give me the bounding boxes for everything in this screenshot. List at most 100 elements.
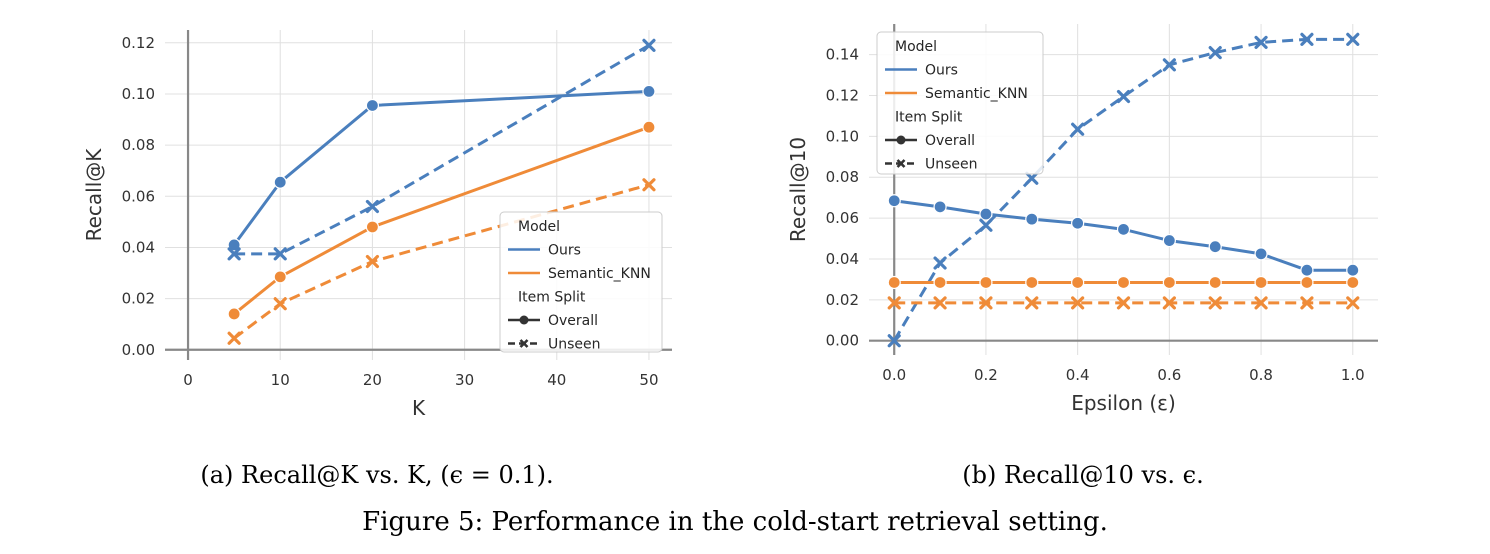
data-point-semantic_knn-unseen — [979, 296, 993, 310]
legend-box — [876, 31, 1044, 175]
series-line-semantic_knn-unseen — [233, 183, 650, 340]
series-line-ours-overall — [232, 89, 650, 246]
x-tick-label: 20 — [363, 371, 382, 389]
data-point-ours-unseen — [1300, 32, 1314, 46]
y-tick-label: 0.10 — [826, 127, 859, 145]
data-point-semantic_knn-unseen — [273, 297, 287, 311]
data-point-semantic_knn-unseen — [887, 296, 901, 310]
data-point-ours-overall — [1162, 233, 1176, 248]
chart-recall-at-k: 0.00 0.02 0.04 0.06 0.08 0.10 0.12 0 10 20 30 40 50 K… — [82, 30, 672, 420]
data-point-semantic_knn-overall — [273, 270, 287, 284]
caption-a: (a) Recall@K vs. K, (ϵ = 0.1). — [200, 461, 553, 489]
x-tick-label: 1.0 — [1341, 366, 1365, 384]
y-tick-label: 0.12 — [826, 87, 859, 105]
legend-marker-unseen — [519, 339, 529, 348]
x-tick-label: 10 — [271, 371, 290, 389]
data-point-ours-overall — [227, 238, 241, 252]
data-point-ours-overall — [933, 200, 947, 214]
series-line-semantic_knn-overall — [233, 125, 650, 316]
series-line-ours-unseen — [234, 44, 650, 256]
data-point-semantic_knn-overall — [365, 220, 380, 234]
legend-box — [499, 211, 663, 353]
data-point-semantic_knn-unseen — [1346, 296, 1360, 310]
data-point-semantic_knn-overall — [1346, 275, 1360, 290]
data-point-semantic_knn-overall — [887, 275, 901, 290]
data-point-semantic_knn-overall — [1208, 275, 1222, 290]
x-tick-label: 0.8 — [1249, 366, 1273, 384]
legend-marker-overall — [896, 135, 906, 145]
y-tick-label: 0.02 — [122, 290, 155, 308]
chart-recall-at-10-epsilon: 0.00 0.02 0.04 0.06 0.08 0.10 0.12 0.14 0.0 0.2 0.… — [786, 24, 1378, 415]
legend-label-unseen: Unseen — [925, 157, 978, 173]
y-tick-label: 0.12 — [122, 34, 155, 52]
data-point-ours-unseen — [227, 247, 241, 261]
x-axis-label: Epsilon (ε) — [1071, 391, 1176, 415]
x-tick-label: 30 — [455, 371, 474, 389]
legend-marker-unseen — [896, 159, 906, 168]
data-point-semantic_knn-unseen — [1116, 296, 1131, 310]
y-tick-label: 0.06 — [826, 209, 859, 227]
y-tick-label: 0.00 — [826, 332, 859, 350]
data-point-semantic_knn-overall — [1162, 275, 1176, 290]
data-point-ours-overall — [273, 175, 287, 189]
data-point-ours-overall — [1071, 216, 1085, 230]
series-line-ours-unseen — [892, 37, 1353, 342]
data-point-ours-unseen — [1346, 32, 1360, 46]
data-point-ours-unseen — [1254, 35, 1268, 49]
data-point-semantic_knn-overall — [933, 275, 947, 290]
data-point-ours-overall — [979, 207, 993, 221]
data-point-semantic_knn-unseen — [642, 178, 656, 192]
legend-label-unseen: Unseen — [548, 337, 601, 353]
data-point-semantic_knn-unseen — [1208, 296, 1222, 310]
data-point-ours-unseen — [979, 218, 993, 232]
y-tick-label: 0.04 — [122, 238, 155, 256]
data-point-semantic_knn-overall — [1116, 275, 1131, 290]
caption-b: (b) Recall@10 vs. ϵ. — [962, 461, 1203, 489]
data-point-semantic_knn-overall — [1025, 275, 1039, 290]
x-tick-label: 0.0 — [882, 366, 906, 384]
y-tick-label: 0.00 — [122, 341, 155, 359]
data-point-semantic_knn-unseen — [1025, 296, 1039, 310]
x-tick-label: 40 — [547, 371, 566, 389]
y-tick-label: 0.10 — [122, 85, 155, 103]
x-tick-label: 0.2 — [974, 366, 998, 384]
data-point-semantic_knn-unseen — [227, 331, 241, 345]
data-point-ours-unseen — [887, 334, 901, 348]
x-axis-label: K — [412, 396, 426, 420]
data-point-ours-unseen — [273, 247, 287, 261]
figure-caption: Figure 5: Performance in the cold-start … — [362, 507, 1108, 537]
y-tick-label: 0.14 — [826, 46, 859, 64]
y-axis-label: Recall@K — [82, 148, 106, 242]
data-point-ours-overall — [1116, 222, 1131, 236]
legend-marker-overall — [519, 315, 529, 325]
data-point-ours-overall — [1346, 263, 1360, 277]
legend-label-overall: Overall — [925, 133, 975, 149]
legend-title-item-split: Item Split — [518, 290, 586, 306]
legend-title-model: Model — [518, 219, 560, 235]
data-point-semantic_knn-overall — [642, 120, 656, 134]
y-tick-label: 0.08 — [122, 136, 155, 154]
legend: Model Ours Semantic_KNN Item Split Overall Un… — [499, 211, 663, 353]
data-point-ours-unseen — [642, 38, 656, 52]
legend-title-model: Model — [895, 39, 937, 55]
data-point-ours-unseen — [1208, 46, 1222, 60]
data-point-ours-overall — [887, 194, 901, 208]
data-point-semantic_knn-unseen — [1162, 296, 1176, 310]
data-point-ours-overall — [365, 98, 380, 113]
legend-title-item-split: Item Split — [895, 110, 963, 126]
data-point-ours-overall — [1025, 212, 1039, 226]
legend-label-ours: Ours — [548, 243, 581, 259]
data-point-semantic_knn-overall — [1300, 275, 1314, 290]
data-point-ours-overall — [1300, 263, 1314, 277]
data-point-ours-overall — [1254, 247, 1268, 261]
data-point-semantic_knn-overall — [979, 275, 993, 290]
data-point-semantic_knn-unseen — [1254, 296, 1268, 310]
data-point-ours-unseen — [1162, 58, 1176, 72]
data-point-semantic_knn-overall — [1071, 275, 1085, 290]
y-tick-label: 0.06 — [122, 187, 155, 205]
legend: Model Ours Semantic_KNN Item Split Overall Un… — [876, 31, 1044, 175]
legend-label-ours: Ours — [925, 63, 958, 79]
legend-label-semantic_knn: Semantic_KNN — [548, 266, 651, 282]
x-tick-label: 0 — [183, 371, 193, 389]
